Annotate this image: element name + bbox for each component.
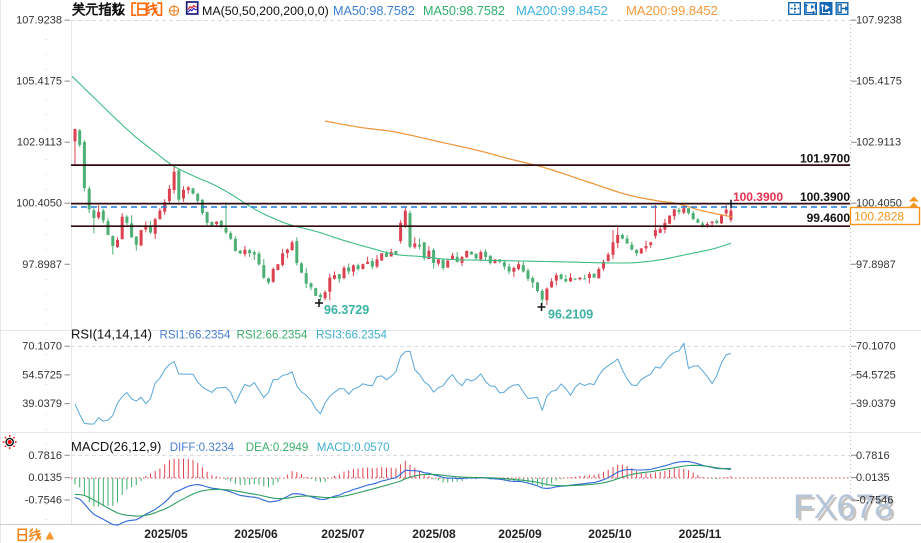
svg-text:54.5725: 54.5725 xyxy=(856,369,896,381)
svg-text:2025/10: 2025/10 xyxy=(588,527,632,541)
svg-text:2025/08: 2025/08 xyxy=(412,527,456,541)
svg-text:MACD:0.0570: MACD:0.0570 xyxy=(317,441,390,454)
svg-text:0.0135: 0.0135 xyxy=(28,472,62,484)
svg-text:DIFF:0.3234: DIFF:0.3234 xyxy=(170,441,235,454)
svg-text:100.3900: 100.3900 xyxy=(800,190,850,204)
svg-text:-0.7546: -0.7546 xyxy=(856,495,893,507)
svg-text:102.9113: 102.9113 xyxy=(856,137,901,149)
svg-text:RSI3:66.2354: RSI3:66.2354 xyxy=(316,329,387,342)
svg-text:100.2828: 100.2828 xyxy=(854,210,904,224)
svg-text:107.9238: 107.9238 xyxy=(856,15,902,27)
svg-text:96.3729: 96.3729 xyxy=(324,303,369,317)
svg-text:39.0379: 39.0379 xyxy=(856,398,896,410)
svg-text:100.4050: 100.4050 xyxy=(16,198,62,210)
svg-text:2025/11: 2025/11 xyxy=(679,527,722,541)
svg-text:96.2109: 96.2109 xyxy=(548,308,593,322)
svg-text:100.4050: 100.4050 xyxy=(856,198,902,210)
svg-text:100.3900: 100.3900 xyxy=(733,190,783,204)
svg-text:MACD(26,12,9): MACD(26,12,9) xyxy=(71,439,161,454)
svg-text:105.4175: 105.4175 xyxy=(16,76,62,88)
svg-text:97.8987: 97.8987 xyxy=(22,259,62,271)
svg-text:0.7816: 0.7816 xyxy=(28,450,62,462)
svg-text:105.4175: 105.4175 xyxy=(856,76,902,88)
svg-text:-0.7546: -0.7546 xyxy=(25,495,62,507)
svg-text:99.4600: 99.4600 xyxy=(807,211,851,225)
svg-text:RSI1:66.2354: RSI1:66.2354 xyxy=(160,329,231,342)
svg-text:FX678: FX678 xyxy=(793,488,893,526)
svg-text:107.9238: 107.9238 xyxy=(16,15,62,27)
svg-text:102.9113: 102.9113 xyxy=(17,137,62,149)
svg-text:FX678: FX678 xyxy=(796,491,896,529)
svg-text:101.9700: 101.9700 xyxy=(800,152,850,166)
svg-text:2025/07: 2025/07 xyxy=(321,527,365,541)
svg-text:39.0379: 39.0379 xyxy=(22,398,62,410)
svg-text:2025/09: 2025/09 xyxy=(498,527,542,541)
svg-text:54.5725: 54.5725 xyxy=(22,369,62,381)
svg-text:70.1070: 70.1070 xyxy=(856,341,896,353)
svg-text:97.8987: 97.8987 xyxy=(856,259,896,271)
svg-text:MA(50,50,200,200,0,0): MA(50,50,200,200,0,0) xyxy=(202,4,329,18)
svg-text:RSI2:66.2354: RSI2:66.2354 xyxy=(237,329,308,342)
svg-text:2025/05: 2025/05 xyxy=(144,527,188,541)
svg-text:2025/06: 2025/06 xyxy=(234,527,278,541)
svg-text:70.1070: 70.1070 xyxy=(22,341,62,353)
svg-text:RSI(14,14,14): RSI(14,14,14) xyxy=(71,327,152,342)
svg-text:DEA:0.2949: DEA:0.2949 xyxy=(246,441,309,454)
svg-text:MA200:99.8452: MA200:99.8452 xyxy=(516,3,608,18)
svg-text:MA200:99.8452: MA200:99.8452 xyxy=(626,3,718,18)
svg-text:0.7816: 0.7816 xyxy=(856,450,890,462)
svg-text:MA50:98.7582: MA50:98.7582 xyxy=(423,4,505,18)
svg-text:0.0135: 0.0135 xyxy=(856,472,890,484)
svg-text:MA50:98.7582: MA50:98.7582 xyxy=(333,4,415,18)
